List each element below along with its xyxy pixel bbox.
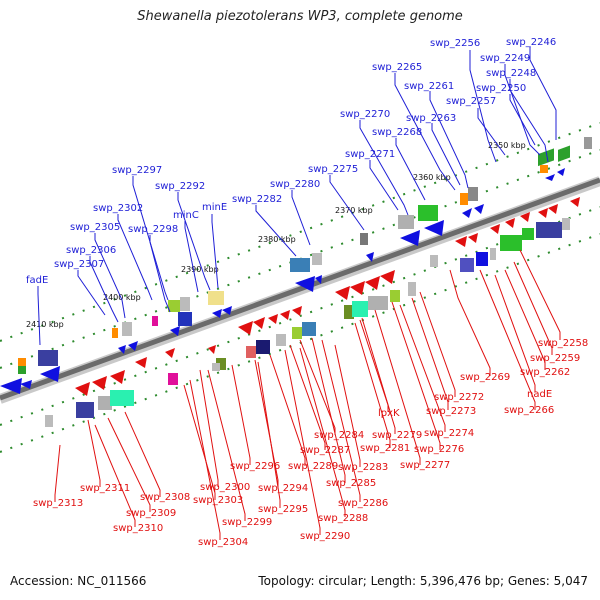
tick-label-2390: 2390 kbp bbox=[181, 265, 219, 274]
gene-label-swp-2249[interactable]: swp_2249 bbox=[480, 53, 530, 64]
gene-label-swp-2246[interactable]: swp_2246 bbox=[506, 37, 556, 48]
genome-summary-text: Topology: circular; Length: 5,396,476 bp… bbox=[258, 574, 588, 588]
gene-label-swp-2269[interactable]: swp_2269 bbox=[460, 372, 510, 383]
gene-label-swp-2248[interactable]: swp_2248 bbox=[486, 68, 536, 79]
gene-label-swp-2261[interactable]: swp_2261 bbox=[404, 81, 454, 92]
gene-label-swp-2257[interactable]: swp_2257 bbox=[446, 96, 496, 107]
gene-label-nadE[interactable]: nadE bbox=[527, 389, 552, 400]
gene-label-swp-2290[interactable]: swp_2290 bbox=[300, 531, 350, 542]
accession-text: Accession: NC_011566 bbox=[10, 574, 147, 588]
gene-label-swp-2285[interactable]: swp_2285 bbox=[326, 478, 376, 489]
tick-label-2370: 2370 kbp bbox=[335, 206, 373, 215]
gene-label-swp-2286[interactable]: swp_2286 bbox=[338, 498, 388, 509]
gene-label-fadE[interactable]: fadE bbox=[26, 275, 48, 286]
gene-label-swp-2274[interactable]: swp_2274 bbox=[424, 428, 474, 439]
gene-label-swp-2282[interactable]: swp_2282 bbox=[232, 194, 282, 205]
top-strand-genes bbox=[0, 137, 592, 394]
gene-label-swp-2313[interactable]: swp_2313 bbox=[33, 498, 83, 509]
tick-label-2350: 2350 kbp bbox=[488, 141, 526, 150]
genome-title: Shewanella piezotolerans WP3, complete g… bbox=[137, 9, 463, 24]
gene-label-swp-2268[interactable]: swp_2268 bbox=[372, 127, 422, 138]
gene-label-swp-2277[interactable]: swp_2277 bbox=[400, 460, 450, 471]
gene-label-swp-2289[interactable]: swp_2289 bbox=[288, 461, 338, 472]
gene-label-swp-2270[interactable]: swp_2270 bbox=[340, 109, 390, 120]
gene-label-swp-2311[interactable]: swp_2311 bbox=[80, 483, 130, 494]
gene-label-swp-2271[interactable]: swp_2271 bbox=[345, 149, 395, 160]
gene-label-swp-2273[interactable]: swp_2273 bbox=[426, 406, 476, 417]
gene-label-swp-2284[interactable]: swp_2284 bbox=[314, 430, 364, 441]
gene-label-swp-2310[interactable]: swp_2310 bbox=[113, 523, 163, 534]
gene-label-swp-2265[interactable]: swp_2265 bbox=[372, 62, 422, 73]
gene-label-swp-2288[interactable]: swp_2288 bbox=[318, 513, 368, 524]
gene-label-swp-2250[interactable]: swp_2250 bbox=[476, 83, 526, 94]
gene-label-swp-2292[interactable]: swp_2292 bbox=[155, 181, 205, 192]
gene-label-swp-2308[interactable]: swp_2308 bbox=[140, 492, 190, 503]
tick-label-2360: 2360 kbp bbox=[413, 173, 451, 182]
gene-label-swp-2283[interactable]: swp_2283 bbox=[338, 462, 388, 473]
top-label-leaders bbox=[37, 47, 557, 346]
gene-label-swp-2279[interactable]: swp_2279 bbox=[372, 430, 422, 441]
gene-label-lpxK[interactable]: lpxK bbox=[378, 408, 400, 419]
gene-label-swp-2306[interactable]: swp_2306 bbox=[66, 245, 116, 256]
gene-label-swp-2300[interactable]: swp_2300 bbox=[200, 482, 250, 493]
gene-label-swp-2305[interactable]: swp_2305 bbox=[70, 222, 120, 233]
gene-label-swp-2280[interactable]: swp_2280 bbox=[270, 179, 320, 190]
gene-label-swp-2303[interactable]: swp_2303 bbox=[193, 495, 243, 506]
gene-label-swp-2304[interactable]: swp_2304 bbox=[198, 537, 248, 548]
axis-tick-labels: 2350 kbp 2360 kbp 2370 kbp 2380 kbp 2390… bbox=[26, 141, 526, 329]
gene-label-swp-2309[interactable]: swp_2309 bbox=[126, 508, 176, 519]
gene-label-swp-2281[interactable]: swp_2281 bbox=[360, 443, 410, 454]
gene-label-swp-2294[interactable]: swp_2294 bbox=[258, 483, 308, 494]
gene-label-swp-2276[interactable]: swp_2276 bbox=[414, 444, 464, 455]
gene-label-swp-2258[interactable]: swp_2258 bbox=[538, 338, 588, 349]
gene-label-minC[interactable]: minC bbox=[173, 210, 199, 221]
gene-label-swp-2299[interactable]: swp_2299 bbox=[222, 517, 272, 528]
tick-label-2400: 2400 kbp bbox=[103, 293, 141, 302]
bottom-strand-genes bbox=[45, 197, 580, 427]
gene-label-swp-2302[interactable]: swp_2302 bbox=[93, 203, 143, 214]
gene-label-swp-2297[interactable]: swp_2297 bbox=[112, 165, 162, 176]
gene-label-swp-2266[interactable]: swp_2266 bbox=[504, 405, 554, 416]
gene-label-swp-2307[interactable]: swp_2307 bbox=[54, 259, 104, 270]
tick-label-2410: 2410 kbp bbox=[26, 320, 64, 329]
gene-label-swp-2295[interactable]: swp_2295 bbox=[258, 504, 308, 515]
gene-label-swp-2296[interactable]: swp_2296 bbox=[230, 461, 280, 472]
genome-axis bbox=[0, 176, 600, 404]
gene-label-minE[interactable]: minE bbox=[202, 202, 227, 213]
gene-label-swp-2298[interactable]: swp_2298 bbox=[128, 224, 178, 235]
gene-label-swp-2262[interactable]: swp_2262 bbox=[520, 367, 570, 378]
gene-label-swp-2256[interactable]: swp_2256 bbox=[430, 38, 480, 49]
top-strand-labels: swp_2256 swp_2246 swp_2249 swp_2265 swp_… bbox=[26, 37, 556, 286]
gene-label-swp-2263[interactable]: swp_2263 bbox=[406, 113, 456, 124]
tick-label-2380: 2380 kbp bbox=[258, 235, 296, 244]
bottom-strand-labels: swp_2258 swp_2259 swp_2262 swp_2269 nadE… bbox=[33, 338, 588, 548]
bottom-label-leaders bbox=[54, 249, 561, 540]
gene-label-swp-2259[interactable]: swp_2259 bbox=[530, 353, 580, 364]
gene-label-swp-2287[interactable]: swp_2287 bbox=[300, 445, 350, 456]
gene-label-swp-2275[interactable]: swp_2275 bbox=[308, 164, 358, 175]
gene-label-swp-2272[interactable]: swp_2272 bbox=[434, 392, 484, 403]
